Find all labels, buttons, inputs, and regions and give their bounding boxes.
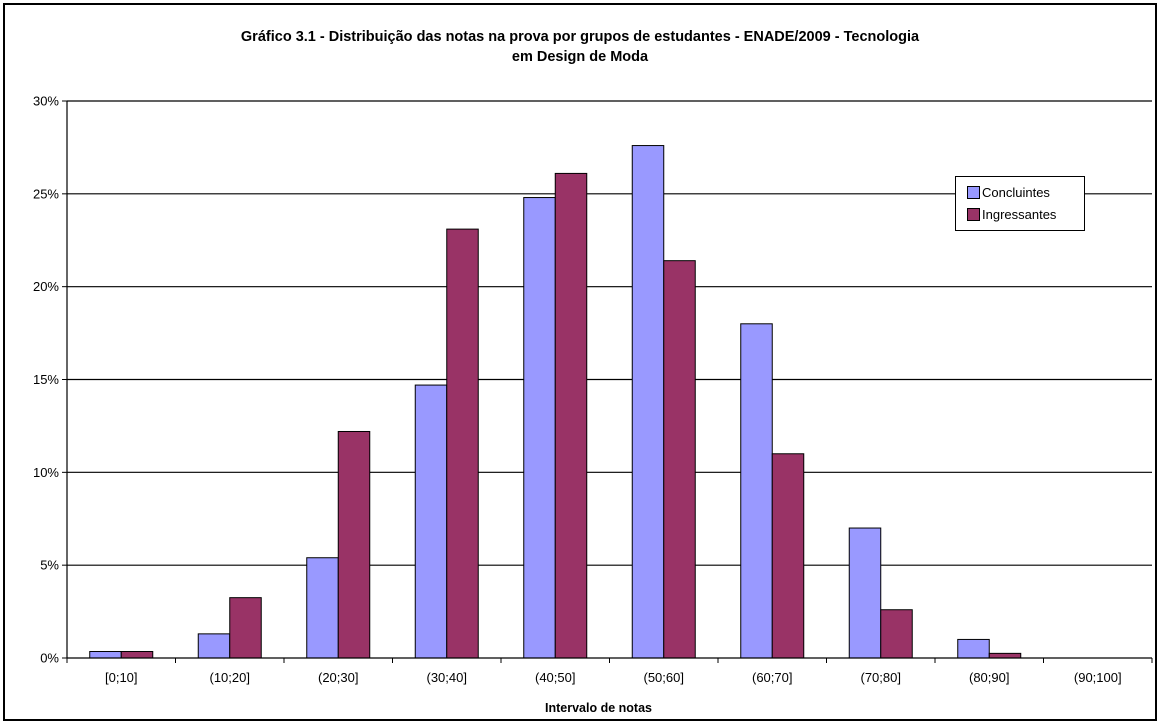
bar-concluintes-20-30 <box>306 557 339 659</box>
legend-label-concluintes: Concluintes <box>982 185 1050 200</box>
legend-swatch-concluintes <box>967 186 980 199</box>
legend-label-ingressantes: Ingressantes <box>982 207 1057 222</box>
y-tick-label-0: 0% <box>40 651 59 666</box>
x-tick-label-30-40: (30;40] <box>427 670 467 685</box>
legend-item-concluintes: Concluintes <box>967 185 1050 201</box>
x-tick-label-90-100: (90;100] <box>1074 670 1122 685</box>
x-tick-label-40-50: (40;50] <box>535 670 575 685</box>
bar-ingressantes-60-70 <box>771 453 805 659</box>
bar-concluintes-60-70 <box>740 323 773 659</box>
x-tick-label-80-90: (80;90] <box>969 670 1009 685</box>
legend-item-ingressantes: Ingressantes <box>967 207 1056 223</box>
x-tick-label-0-10: [0;10] <box>105 670 138 685</box>
bar-concluintes-50-60 <box>631 145 665 659</box>
chart-title-line-1: Gráfico 3.1 - Distribuição das notas na … <box>240 29 920 45</box>
x-tick-label-70-80: (70;80] <box>861 670 901 685</box>
legend: Concluintes Ingressantes <box>955 176 1085 231</box>
bar-concluintes-0-10 <box>89 651 122 659</box>
bar-concluintes-40-50 <box>523 197 556 659</box>
y-tick-label-5: 5% <box>40 558 59 573</box>
bar-concluintes-10-20 <box>197 633 231 659</box>
bar-concluintes-80-90 <box>957 638 990 659</box>
x-tick-label-10-20: (10;20] <box>210 670 250 685</box>
bar-ingressantes-10-20 <box>229 597 262 659</box>
x-tick-label-20-30: (20;30] <box>318 670 358 685</box>
y-tick-label-10: 10% <box>33 465 59 480</box>
bar-ingressantes-0-10 <box>120 651 154 659</box>
x-axis-label: Intervalo de notas <box>545 701 652 715</box>
y-tick-label-30: 30% <box>33 94 59 109</box>
x-tick-label-50-60: (50;60] <box>644 670 684 685</box>
bar-ingressantes-30-40 <box>446 228 479 659</box>
bar-concluintes-30-40 <box>414 384 448 659</box>
y-tick-label-25: 25% <box>33 186 59 201</box>
bar-ingressantes-50-60 <box>663 260 696 659</box>
bar-ingressantes-80-90 <box>988 652 1022 659</box>
chart-title-line-2: em Design de Moda <box>511 49 649 65</box>
bar-ingressantes-70-80 <box>880 609 913 659</box>
bar-concluintes-70-80 <box>848 527 882 659</box>
legend-swatch-ingressantes <box>967 208 980 221</box>
bar-ingressantes-20-30 <box>337 430 371 659</box>
x-tick-label-60-70: (60;70] <box>752 670 792 685</box>
y-tick-label-20: 20% <box>33 279 59 294</box>
y-tick-label-15: 15% <box>33 372 59 387</box>
chart-title: Gráfico 3.1 - Distribuição das notas na … <box>5 27 1155 67</box>
bar-ingressantes-40-50 <box>554 172 588 659</box>
